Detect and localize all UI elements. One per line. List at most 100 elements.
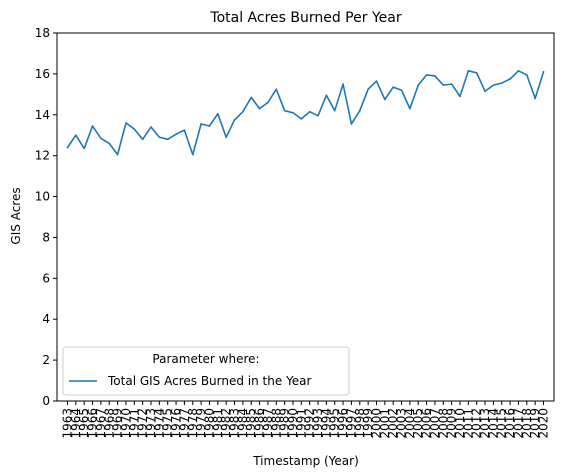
x-tick-label: 2000	[369, 408, 383, 439]
data-point	[450, 83, 453, 85]
data-point	[500, 82, 503, 84]
data-point	[392, 86, 394, 88]
data-point	[275, 88, 278, 91]
x-tick-label: 1979	[194, 408, 208, 439]
x-tick-label: 1994	[319, 408, 333, 439]
x-tick-label: 1980	[202, 408, 216, 439]
data-point	[66, 146, 69, 149]
x-tick-label: 2018	[520, 408, 534, 439]
data-point	[175, 133, 177, 135]
x-tick-label: 1992	[303, 408, 317, 439]
data-point	[75, 134, 77, 137]
x-tick-label: 1983	[228, 408, 242, 439]
x-tick-label: 1986	[253, 408, 267, 439]
data-point	[267, 101, 269, 104]
y-tick-label: 14	[35, 108, 50, 122]
x-tick-label: 1968	[102, 408, 116, 439]
data-point	[475, 72, 478, 74]
plot-area: 0246810121416181963196419651966196719681…	[35, 26, 555, 439]
series-line	[66, 70, 545, 156]
y-tick-label: 6	[42, 271, 50, 285]
data-point	[200, 123, 202, 125]
legend-label: Total GIS Acres Burned in the Year	[107, 374, 312, 388]
x-tick-label: 1964	[69, 408, 83, 439]
x-tick-label: 1984	[236, 408, 250, 439]
x-tick-label: 2006	[420, 408, 434, 439]
x-tick-label: 1973	[144, 408, 158, 439]
data-point	[509, 78, 511, 80]
y-tick-label: 4	[42, 312, 50, 326]
data-point	[183, 129, 186, 131]
data-point	[367, 88, 369, 91]
data-point	[409, 107, 411, 110]
x-tick-label: 2001	[378, 408, 392, 439]
data-point	[484, 90, 486, 93]
x-tick-label: 1976	[169, 408, 183, 439]
data-point	[400, 89, 403, 92]
y-tick-label: 12	[35, 149, 50, 163]
y-tick-label: 8	[42, 230, 50, 244]
x-tick-label: 2002	[386, 408, 400, 439]
y-axis-title: GIS Acres	[9, 187, 23, 244]
data-point	[258, 107, 261, 110]
data-point	[158, 136, 161, 139]
data-point	[442, 84, 445, 86]
data-point	[534, 97, 536, 100]
x-tick-label: 1987	[261, 408, 275, 439]
x-tick-label: 2014	[486, 408, 500, 439]
data-point	[333, 109, 336, 112]
x-tick-label: 2015	[495, 408, 509, 439]
x-tick-label: 2009	[445, 408, 459, 439]
x-tick-label: 1991	[294, 408, 308, 439]
data-point	[116, 153, 119, 156]
data-point	[384, 98, 386, 101]
x-tick-label: 1996	[336, 408, 350, 439]
x-tick-label: 1982	[219, 408, 233, 439]
x-tick-label: 1999	[361, 408, 375, 439]
x-tick-label: 2019	[528, 408, 542, 439]
data-point	[125, 122, 127, 124]
x-axis-title: Timestamp (Year)	[252, 454, 359, 468]
data-point	[133, 128, 136, 130]
data-point	[525, 74, 528, 76]
x-tick-label: 1981	[211, 408, 225, 439]
x-tick-label: 1990	[286, 408, 300, 439]
data-point	[467, 70, 470, 72]
x-tick-label: 1970	[119, 408, 133, 439]
data-point	[91, 125, 94, 127]
data-point	[459, 95, 461, 98]
data-point	[242, 110, 244, 113]
data-point	[300, 118, 303, 120]
x-tick-label: 2011	[461, 408, 475, 439]
data-point	[325, 94, 328, 97]
x-tick-label: 1985	[244, 408, 258, 439]
x-tick-label: 1998	[353, 408, 367, 439]
data-point	[141, 138, 144, 141]
data-point	[108, 142, 111, 145]
data-point	[283, 109, 286, 112]
x-tick-label: 2012	[470, 408, 484, 439]
legend: Parameter where: Total GIS Acres Burned …	[62, 346, 350, 396]
data-point	[350, 123, 353, 125]
x-tick-label: 2007	[428, 408, 442, 439]
y-tick-label: 0	[42, 394, 50, 408]
x-tick-label: 1971	[127, 408, 141, 439]
data-point	[150, 126, 152, 128]
data-point	[317, 115, 319, 117]
data-point	[375, 80, 378, 82]
x-tick-label: 2004	[403, 408, 417, 439]
data-point	[233, 119, 236, 121]
x-tick-label: 2008	[436, 408, 450, 439]
data-point	[166, 138, 169, 141]
x-tick-label: 2010	[453, 408, 467, 439]
legend-box	[62, 346, 350, 396]
x-tick-label: 2013	[478, 408, 492, 439]
y-tick-label: 10	[35, 190, 50, 204]
x-tick-label: 2003	[395, 408, 409, 439]
data-point	[217, 112, 219, 115]
data-point	[542, 71, 545, 73]
x-tick-label: 2016	[503, 408, 517, 439]
data-point	[83, 147, 86, 150]
y-tick-label: 2	[42, 353, 50, 367]
x-tick-label: 1963	[61, 408, 75, 439]
